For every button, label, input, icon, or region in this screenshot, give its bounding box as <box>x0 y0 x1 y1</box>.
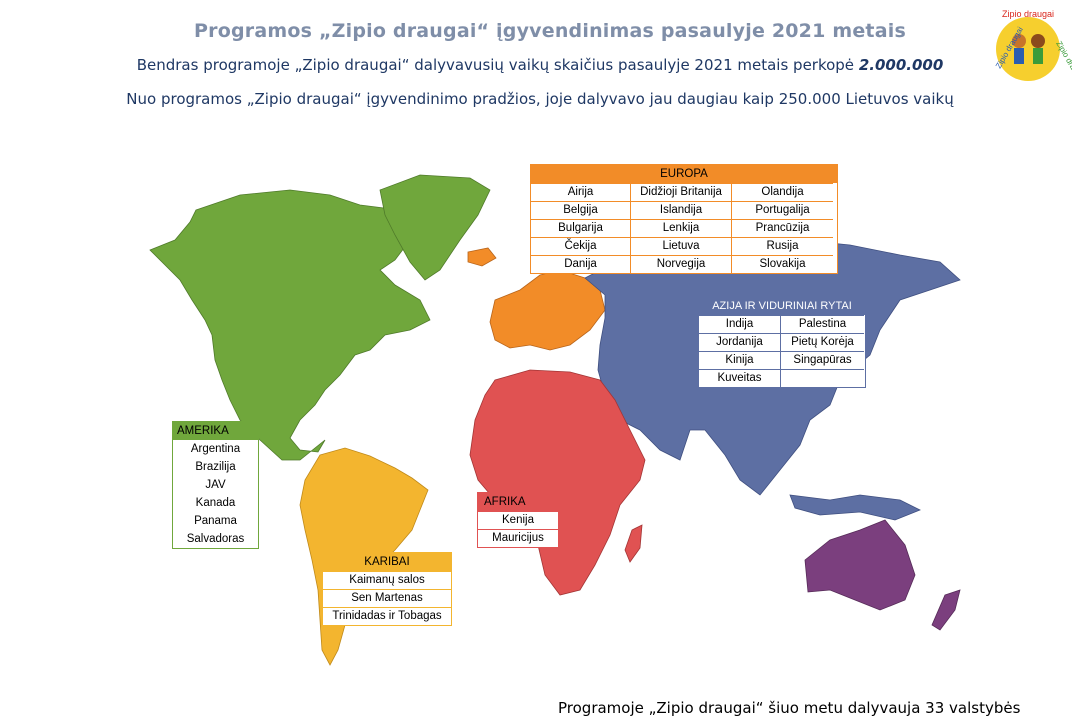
madagascar-region <box>624 524 643 563</box>
country-cell: Prancūzija <box>732 219 833 237</box>
country-cell: Palestina <box>781 315 864 333</box>
greenland-region <box>379 174 491 281</box>
country-cell: Kenija <box>478 511 558 529</box>
country-cell: Argentina <box>190 443 241 455</box>
country-cell: Rusija <box>732 237 833 255</box>
svg-text:Zipio draugai: Zipio draugai <box>1002 9 1054 19</box>
africa-header: AFRIKA <box>478 493 558 511</box>
country-cell: Brazilija <box>195 461 236 473</box>
country-cell: Didžioji Britanija <box>631 183 732 201</box>
africa-region <box>469 369 646 596</box>
country-cell: Kinija <box>699 351 781 369</box>
north-america-region <box>149 189 431 461</box>
country-cell <box>781 369 864 387</box>
country-cell: Kuveitas <box>699 369 781 387</box>
country-cell: Danija <box>531 255 631 273</box>
country-cell: Panama <box>194 515 237 527</box>
country-cell: Salvadoras <box>186 533 245 545</box>
country-cell: Lietuva <box>631 237 732 255</box>
country-cell: Pietų Korėja <box>781 333 864 351</box>
caribbean-table: KARIBAI Kaimanų salos Sen Martenas Trini… <box>322 552 452 626</box>
indonesia-region <box>789 494 921 521</box>
country-cell: Kaimanų salos <box>323 571 451 589</box>
subtitle-total-text: Bendras programoje „Zipio draugai“ dalyv… <box>136 56 859 74</box>
country-cell: Islandija <box>631 201 732 219</box>
country-cell: Čekija <box>531 237 631 255</box>
america-table: AMERIKA Argentina Brazilija JAV Kanada P… <box>172 421 259 549</box>
iceland-region <box>467 247 497 267</box>
new-zealand-region <box>931 589 961 631</box>
page-title: Programos „Zipio draugai“ įgyvendinimas … <box>194 20 906 42</box>
subtitle-total-value: 2.000.000 <box>858 56 944 74</box>
country-cell: JAV <box>205 479 226 491</box>
caribbean-header: KARIBAI <box>323 553 451 571</box>
country-cell: Norvegija <box>631 255 732 273</box>
europe-header: EUROPA <box>531 165 837 183</box>
america-header: AMERIKA <box>173 422 258 440</box>
country-cell: Portugalija <box>732 201 833 219</box>
country-cell: Airija <box>531 183 631 201</box>
subtitle-total-children: Bendras programoje „Zipio draugai“ dalyv… <box>0 56 1073 74</box>
country-cell: Bulgarija <box>531 219 631 237</box>
asia-table: AZIJA IR VIDURINIAI RYTAI Indija Palesti… <box>698 296 866 388</box>
country-cell: Indija <box>699 315 781 333</box>
country-cell: Slovakija <box>732 255 833 273</box>
subtitle-lithuania-children: Nuo programos „Zipio draugai“ įgyvendini… <box>126 90 954 108</box>
europe-region <box>489 269 606 351</box>
country-cell: Sen Martenas <box>323 589 451 607</box>
country-cell: Belgija <box>531 201 631 219</box>
australia-region <box>804 519 916 611</box>
country-cell: Trinidadas ir Tobagas <box>323 607 451 625</box>
country-cell: Kanada <box>195 497 236 509</box>
country-cell: Olandija <box>732 183 833 201</box>
zipio-draugai-logo: Zipio draugai Zipio draugai Zipio drauga… <box>994 9 1072 84</box>
africa-table: AFRIKA Kenija Mauricijus <box>477 492 559 548</box>
asia-header: AZIJA IR VIDURINIAI RYTAI <box>699 297 865 315</box>
country-cell: Singapūras <box>781 351 864 369</box>
country-cell: Mauricijus <box>478 529 558 547</box>
country-cell: Jordanija <box>699 333 781 351</box>
footer-note: Programoje „Zipio draugai“ šiuo metu dal… <box>558 699 1021 717</box>
europe-table: EUROPA Airija Didžioji Britanija Olandij… <box>530 164 838 274</box>
country-cell: Lenkija <box>631 219 732 237</box>
